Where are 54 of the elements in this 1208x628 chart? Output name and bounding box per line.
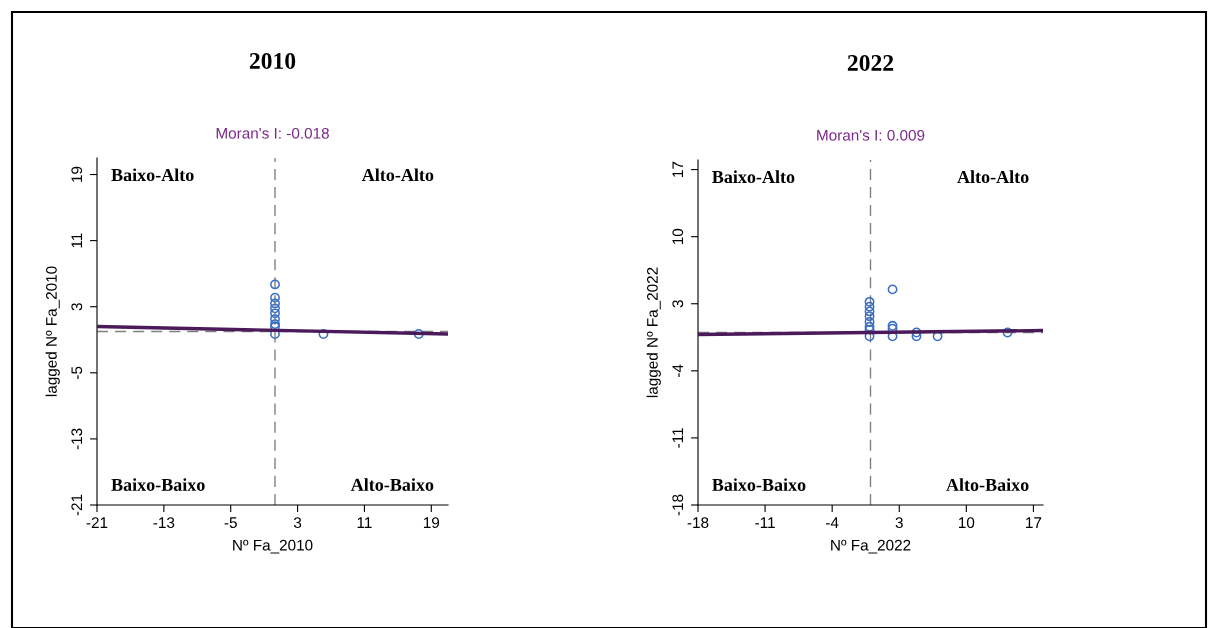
annotation: Baixo-Baixo <box>712 478 806 491</box>
chart-title: 2010 <box>249 52 296 69</box>
x-tick-label: -5 <box>224 517 237 529</box>
x-tick-label: 3 <box>895 517 903 529</box>
x-tick-label: 19 <box>423 517 440 529</box>
point <box>270 314 280 325</box>
point <box>318 329 329 339</box>
x-tick-label: -13 <box>153 517 175 529</box>
y-tick-label: 17 <box>672 161 684 177</box>
point <box>864 311 875 322</box>
x-axis-title: Nº Fa_2010 <box>233 539 313 554</box>
point <box>911 327 922 338</box>
point <box>270 292 280 303</box>
point <box>887 284 898 295</box>
y-axis-title: lagged Nº Fa_2010 <box>45 266 60 397</box>
x-tick-label: 17 <box>1026 517 1042 528</box>
annotation: Baixo-Alto <box>111 168 194 182</box>
x-tick-label: 10 <box>959 517 975 529</box>
y-tick-label: 3 <box>71 303 83 311</box>
annotation: Alto-Alto <box>361 168 434 182</box>
x-tick-label: 11 <box>357 517 372 528</box>
annotation: Baixo-Baixo <box>111 478 205 491</box>
point <box>270 308 280 319</box>
point <box>864 301 875 312</box>
point <box>864 296 875 307</box>
y-tick-label: -5 <box>71 366 83 379</box>
x-tick-label: -4 <box>826 517 839 528</box>
point <box>270 303 280 314</box>
y-tick-label: 11 <box>71 233 83 248</box>
x-tick-label: 3 <box>293 517 302 529</box>
y-tick-label: -11 <box>672 428 684 448</box>
point <box>270 298 280 309</box>
chart-title: 2022 <box>847 54 894 71</box>
y-axis-title: lagged Nº Fa_2022 <box>646 267 661 398</box>
y-tick-label: 19 <box>71 166 83 182</box>
point <box>1002 327 1013 338</box>
y-tick-label: 10 <box>672 228 684 244</box>
x-tick-label: -11 <box>755 517 775 528</box>
point <box>864 306 875 317</box>
annotation: Baixo-Alto <box>712 170 795 184</box>
point <box>413 329 424 339</box>
x-tick-label: -18 <box>687 517 709 529</box>
point <box>864 317 875 327</box>
point <box>270 279 280 290</box>
annotation: Alto-Baixo <box>946 478 1029 491</box>
chart-subtitle: Moran's I: 0.009 <box>817 129 925 141</box>
annotation: Alto-Baixo <box>350 478 434 491</box>
x-tick-label: -21 <box>86 517 108 528</box>
annotation: Alto-Alto <box>957 170 1029 184</box>
y-tick-label: -13 <box>71 428 83 450</box>
chart-subtitle: Moran's I: -0.018 <box>216 127 329 139</box>
x-axis-title: Nº Fa_2022 <box>831 539 911 554</box>
y-tick-label: -4 <box>672 364 684 377</box>
y-tick-label: 3 <box>672 300 684 308</box>
